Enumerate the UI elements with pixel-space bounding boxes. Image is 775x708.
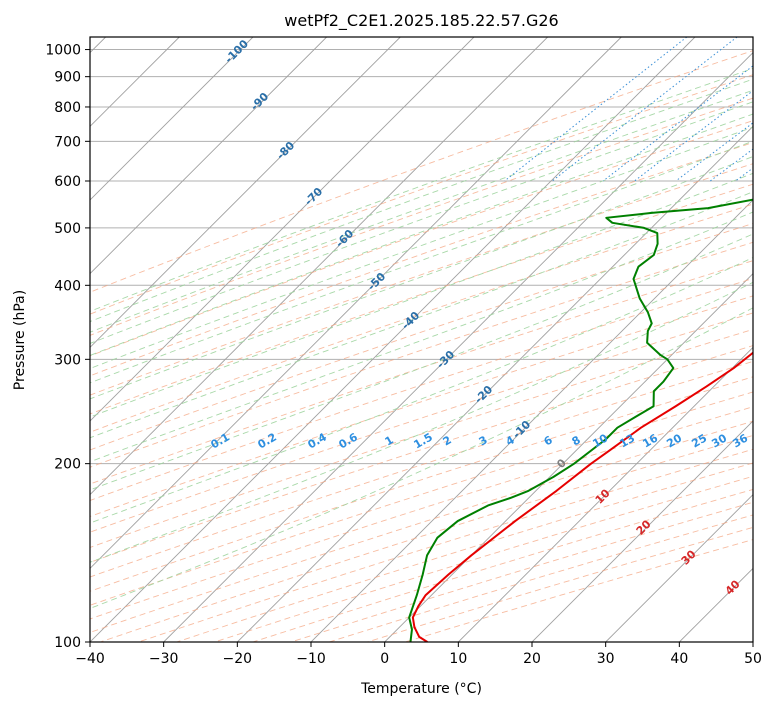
y-tick-label: 700 xyxy=(54,134,81,150)
x-tick-label: 20 xyxy=(523,651,541,667)
isotherm-line xyxy=(458,346,753,642)
dry-adiabat xyxy=(90,74,753,315)
x-tick-label: −40 xyxy=(75,651,105,667)
dry-adiabat xyxy=(90,391,753,606)
dry-adiabat xyxy=(90,223,753,451)
y-tick-label: 1000 xyxy=(45,43,81,59)
dry-adiabat xyxy=(90,203,753,433)
y-tick-label: 200 xyxy=(54,457,81,473)
x-tick-label: 50 xyxy=(744,651,762,667)
isotherm-line xyxy=(90,37,327,275)
moist-adiabat xyxy=(90,140,753,384)
dry-adiabat xyxy=(90,97,753,336)
x-tick-label: −20 xyxy=(223,651,253,667)
isotherm-line xyxy=(90,37,254,201)
dry-adiabat xyxy=(90,278,753,501)
moist-adiabat xyxy=(90,89,753,333)
plot-frame xyxy=(89,36,754,643)
moist-adiabat xyxy=(90,126,753,370)
isotherm-line xyxy=(90,37,622,569)
mixing-ratio-line xyxy=(634,90,753,182)
x-tick-label: −10 xyxy=(296,651,326,667)
isotherm-line xyxy=(384,273,753,642)
moist-adiabat xyxy=(90,172,753,418)
y-tick-label: 300 xyxy=(54,352,81,368)
chart-title: wetPf2_C2E1.2025.185.22.57.G26 xyxy=(284,11,558,31)
isotherm-line xyxy=(90,37,548,496)
y-tick-label: 400 xyxy=(54,278,81,294)
moist-adiabat xyxy=(90,113,753,356)
moist-adiabat xyxy=(90,67,753,312)
isotherm-line xyxy=(90,37,475,422)
moist-adiabat xyxy=(90,233,753,491)
isotherm-line xyxy=(237,125,753,642)
dry-adiabat xyxy=(90,163,753,396)
temperature-profile-line xyxy=(411,351,753,642)
x-tick-label: −30 xyxy=(149,651,179,667)
dry-adiabat xyxy=(90,328,753,548)
isotherm-line xyxy=(531,420,753,642)
y-tick-label: 500 xyxy=(54,221,81,237)
x-tick-label: 30 xyxy=(597,651,615,667)
isotherm-line xyxy=(163,52,753,642)
moist-adiabat xyxy=(90,281,753,563)
x-tick-label: 40 xyxy=(670,651,688,667)
dry-adiabat xyxy=(90,360,753,578)
y-tick-label: 600 xyxy=(54,174,81,190)
dry-adiabat xyxy=(90,120,753,357)
y-axis-label: Pressure (hPa) xyxy=(12,290,28,390)
x-axis-label: Temperature (°C) xyxy=(360,681,482,697)
isotherm-line xyxy=(90,37,401,348)
y-tick-label: 800 xyxy=(54,100,81,116)
moist-adiabat xyxy=(90,156,753,400)
dewpoint-profile-line xyxy=(408,198,753,642)
background-lines xyxy=(90,37,753,642)
y-tick-label: 900 xyxy=(54,70,81,86)
moist-adiabat xyxy=(90,211,753,463)
y-tick-label: 100 xyxy=(54,635,81,651)
isotherm-line xyxy=(90,37,696,642)
axes: −40 −30 −20 −10 0 10 20 30 40 50 1000 900 800 700 600 5… xyxy=(45,43,762,667)
isotherm-line xyxy=(310,199,753,642)
dry-adiabat xyxy=(90,50,753,293)
dry-adiabat xyxy=(90,312,753,533)
dry-adiabat xyxy=(90,260,753,485)
isotherm-line xyxy=(605,494,753,642)
profile-lines xyxy=(408,198,753,642)
x-tick-label: 0 xyxy=(380,651,389,667)
moist-adiabat xyxy=(90,257,753,524)
moist-adiabat xyxy=(90,78,753,323)
mixing-ratio-line xyxy=(551,37,738,182)
x-tick-label: 10 xyxy=(449,651,467,667)
mixing-ratio-line xyxy=(504,37,688,182)
dry-adiabat xyxy=(90,142,753,377)
